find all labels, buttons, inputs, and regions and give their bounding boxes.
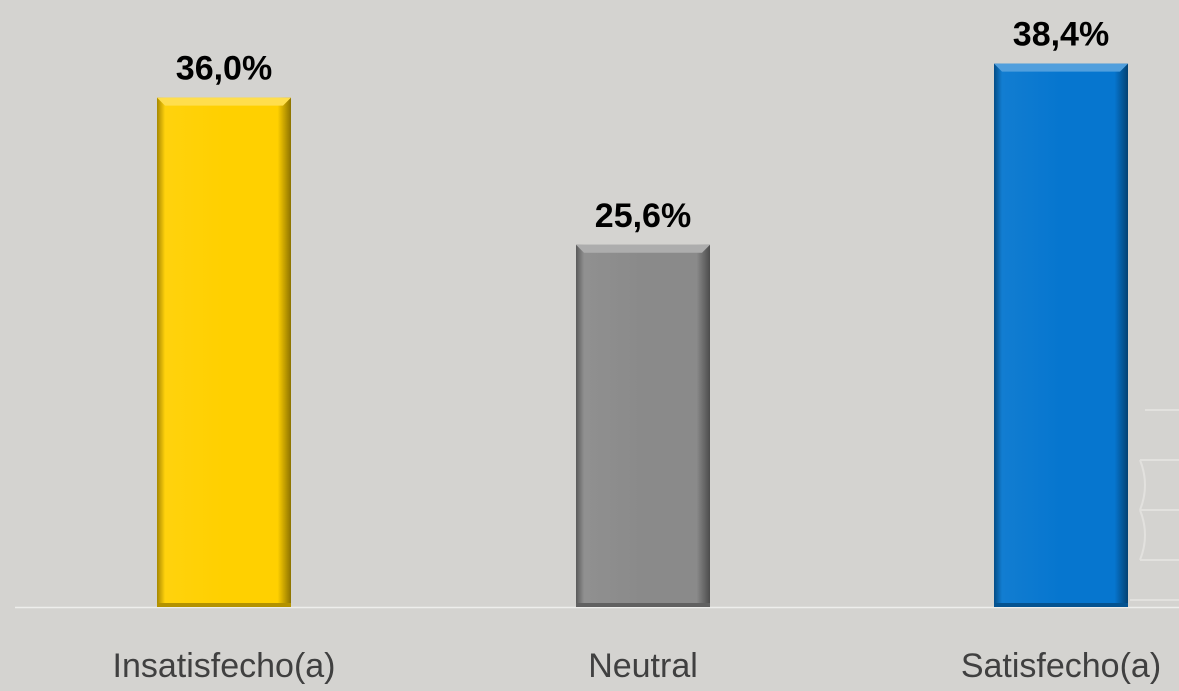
value-label-satisfecho-a: 38,4% [1013,16,1109,54]
value-label-neutral: 25,6% [595,197,691,235]
bar-satisfecho-a [994,63,1128,607]
category-label-satisfecho-a: Satisfecho(a) [961,647,1161,685]
bar-top-bevel-insatisfecho-a [157,97,291,106]
value-label-group: 36,0% 25,6% 38,4% [176,16,1109,235]
category-label-insatisfecho-a: Insatisfecho(a) [113,647,336,685]
bar-top-bevel-neutral [576,244,710,253]
background-decoration [1130,409,1179,601]
bar-bottom-bevel-neutral [576,603,710,607]
bar-neutral [576,244,710,607]
bar-group [157,63,1128,607]
value-label-insatisfecho-a: 36,0% [176,50,272,88]
category-label-group: Insatisfecho(a) Neutral Satisfecho(a) [113,647,1162,685]
bar-bottom-bevel-satisfecho-a [994,603,1128,607]
category-label-neutral: Neutral [588,647,698,685]
bar-insatisfecho-a [157,97,291,607]
bar-top-bevel-satisfecho-a [994,63,1128,72]
bar-bottom-bevel-insatisfecho-a [157,603,291,607]
